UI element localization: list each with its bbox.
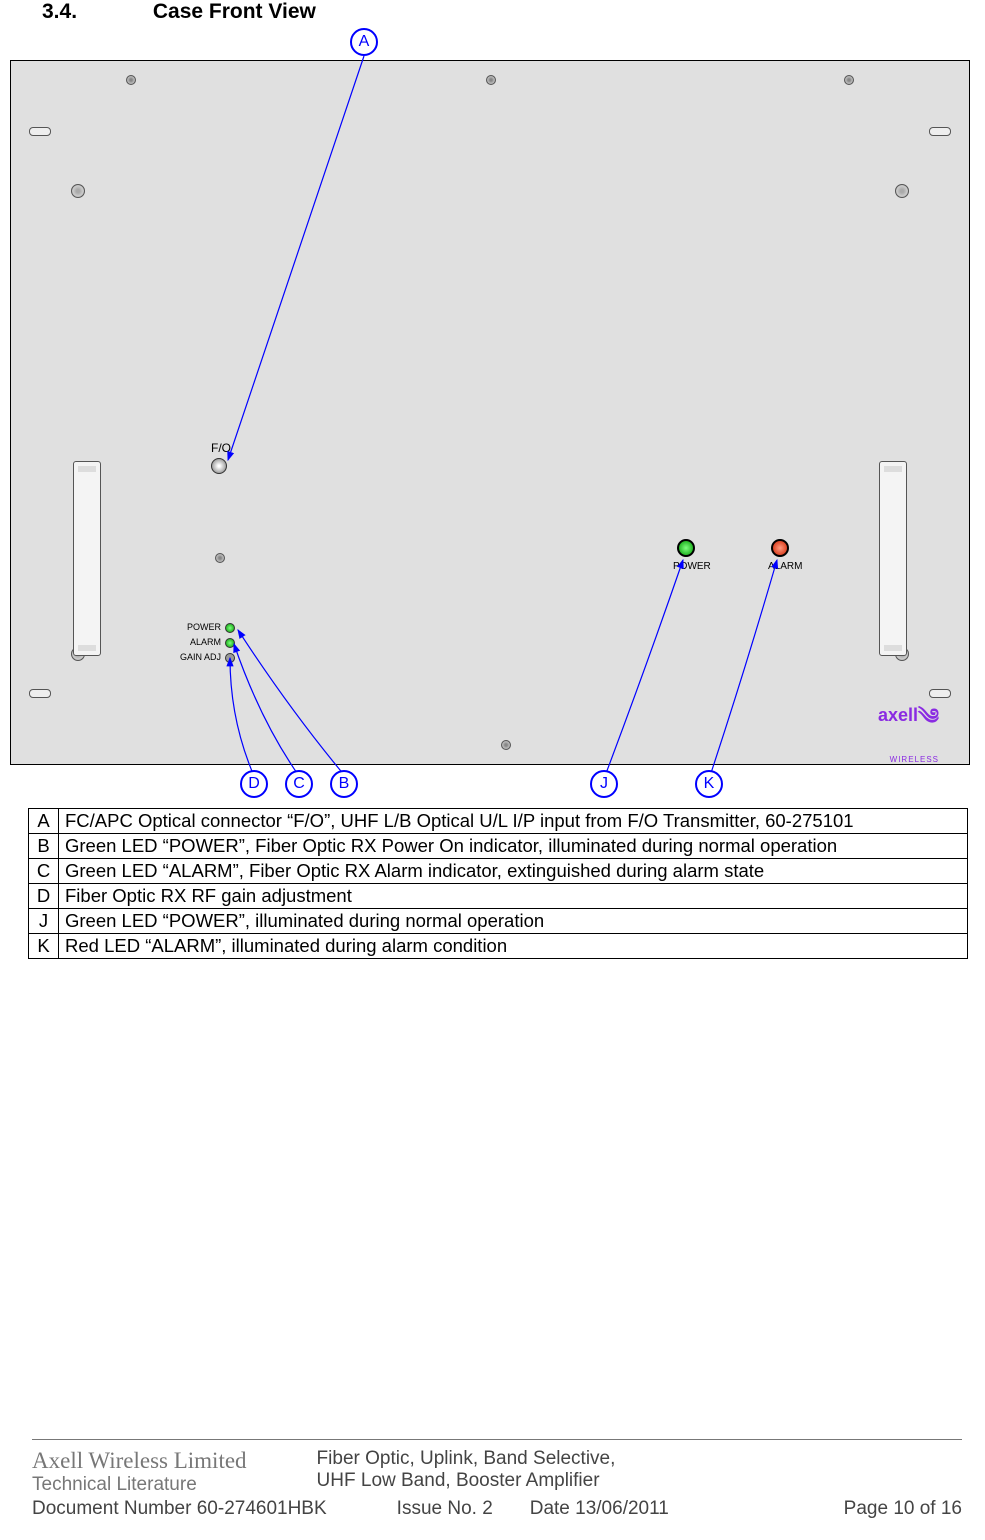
power-led-label: POWER [673, 561, 711, 572]
screw-icon [71, 184, 85, 198]
screw-icon [215, 553, 225, 563]
section-number: 3.4. [42, 0, 147, 24]
screw-icon [486, 75, 496, 85]
key-cell: D [29, 884, 59, 909]
mount-slot [29, 689, 51, 698]
axell-logo: axell༄ [878, 692, 939, 754]
handle-left [73, 461, 101, 656]
alarm-small-label: ALARM [173, 637, 221, 647]
key-cell: C [29, 859, 59, 884]
gain-adj-pot [225, 653, 235, 663]
callout-j: J [590, 770, 618, 798]
desc-cell: FC/APC Optical connector “F/O”, UHF L/B … [59, 809, 968, 834]
footer-separator [32, 1439, 962, 1440]
callout-a: A [350, 28, 378, 56]
screw-icon [895, 184, 909, 198]
table-row: DFiber Optic RX RF gain adjustment [29, 884, 968, 909]
key-cell: B [29, 834, 59, 859]
logo-text: axell [878, 705, 918, 725]
table-row: CGreen LED “ALARM”, Fiber Optic RX Alarm… [29, 859, 968, 884]
footer-product-line2: UHF Low Band, Booster Amplifier [317, 1470, 962, 1492]
logo-wave-icon: ༄ [918, 692, 939, 754]
table-row: KRed LED “ALARM”, illuminated during ala… [29, 934, 968, 959]
callout-b: B [330, 770, 358, 798]
footer-company: Axell Wireless Limited [32, 1448, 247, 1474]
page-footer: Axell Wireless Limited Technical Literat… [32, 1448, 962, 1520]
footer-literature: Technical Literature [32, 1474, 247, 1496]
key-cell: K [29, 934, 59, 959]
power-led [677, 539, 695, 557]
desc-cell: Fiber Optic RX RF gain adjustment [59, 884, 968, 909]
section-title: Case Front View [153, 0, 316, 23]
key-cell: A [29, 809, 59, 834]
key-cell: J [29, 909, 59, 934]
fo-connector [211, 458, 227, 474]
handle-right [879, 461, 907, 656]
screw-icon [126, 75, 136, 85]
table-row: JGreen LED “POWER”, illuminated during n… [29, 909, 968, 934]
fo-label: F/O [211, 441, 231, 455]
footer-page: Page 10 of 16 [844, 1498, 962, 1520]
front-panel-diagram: F/O POWER ALARM POWER ALARM GAIN ADJ axe… [10, 60, 970, 765]
power-small-led [225, 623, 235, 633]
screw-icon [844, 75, 854, 85]
table-row: AFC/APC Optical connector “F/O”, UHF L/B… [29, 809, 968, 834]
alarm-led-label: ALARM [768, 561, 802, 572]
table-row: BGreen LED “POWER”, Fiber Optic RX Power… [29, 834, 968, 859]
callout-k: K [695, 770, 723, 798]
screw-icon [501, 740, 511, 750]
section-heading: 3.4. Case Front View [42, 0, 316, 24]
logo-subtext: WIRELESS [890, 755, 939, 764]
desc-cell: Red LED “ALARM”, illuminated during alar… [59, 934, 968, 959]
footer-date: Date 13/06/2011 [530, 1498, 669, 1519]
footer-docnum: Document Number 60-274601HBK [32, 1498, 327, 1520]
gain-adj-label: GAIN ADJ [166, 652, 221, 662]
mount-slot [29, 127, 51, 136]
desc-cell: Green LED “POWER”, Fiber Optic RX Power … [59, 834, 968, 859]
desc-cell: Green LED “ALARM”, Fiber Optic RX Alarm … [59, 859, 968, 884]
footer-issue: Issue No. 2 [397, 1498, 493, 1519]
desc-cell: Green LED “POWER”, illuminated during no… [59, 909, 968, 934]
footer-product-line1: Fiber Optic, Uplink, Band Selective, [317, 1448, 962, 1470]
power-small-label: POWER [173, 622, 221, 632]
alarm-small-led [225, 638, 235, 648]
mount-slot [929, 127, 951, 136]
callout-description-table: AFC/APC Optical connector “F/O”, UHF L/B… [28, 808, 968, 959]
alarm-led [771, 539, 789, 557]
callout-d: D [240, 770, 268, 798]
callout-c: C [285, 770, 313, 798]
